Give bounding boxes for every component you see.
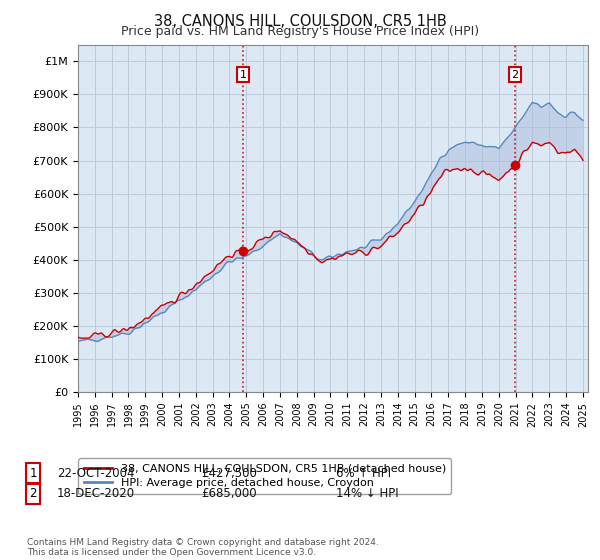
Text: 1: 1: [239, 69, 247, 80]
Text: 2: 2: [29, 487, 37, 501]
Text: 2: 2: [511, 69, 518, 80]
Text: 18-DEC-2020: 18-DEC-2020: [57, 487, 135, 501]
Text: Price paid vs. HM Land Registry's House Price Index (HPI): Price paid vs. HM Land Registry's House …: [121, 25, 479, 38]
Text: 38, CANONS HILL, COULSDON, CR5 1HB: 38, CANONS HILL, COULSDON, CR5 1HB: [154, 14, 446, 29]
Text: 14% ↓ HPI: 14% ↓ HPI: [336, 487, 398, 501]
Text: 22-OCT-2004: 22-OCT-2004: [57, 466, 134, 480]
Legend: 38, CANONS HILL, COULSDON, CR5 1HB (detached house), HPI: Average price, detache: 38, CANONS HILL, COULSDON, CR5 1HB (deta…: [79, 458, 451, 494]
Text: 6% ↑ HPI: 6% ↑ HPI: [336, 466, 391, 480]
Text: 1: 1: [29, 466, 37, 480]
Text: £427,500: £427,500: [201, 466, 257, 480]
Text: £685,000: £685,000: [201, 487, 257, 501]
Text: Contains HM Land Registry data © Crown copyright and database right 2024.
This d: Contains HM Land Registry data © Crown c…: [27, 538, 379, 557]
